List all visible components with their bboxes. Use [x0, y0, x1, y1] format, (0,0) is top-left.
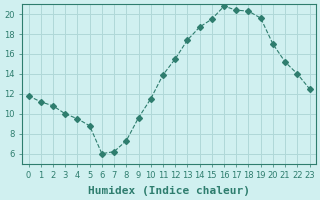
X-axis label: Humidex (Indice chaleur): Humidex (Indice chaleur) [88, 186, 250, 196]
